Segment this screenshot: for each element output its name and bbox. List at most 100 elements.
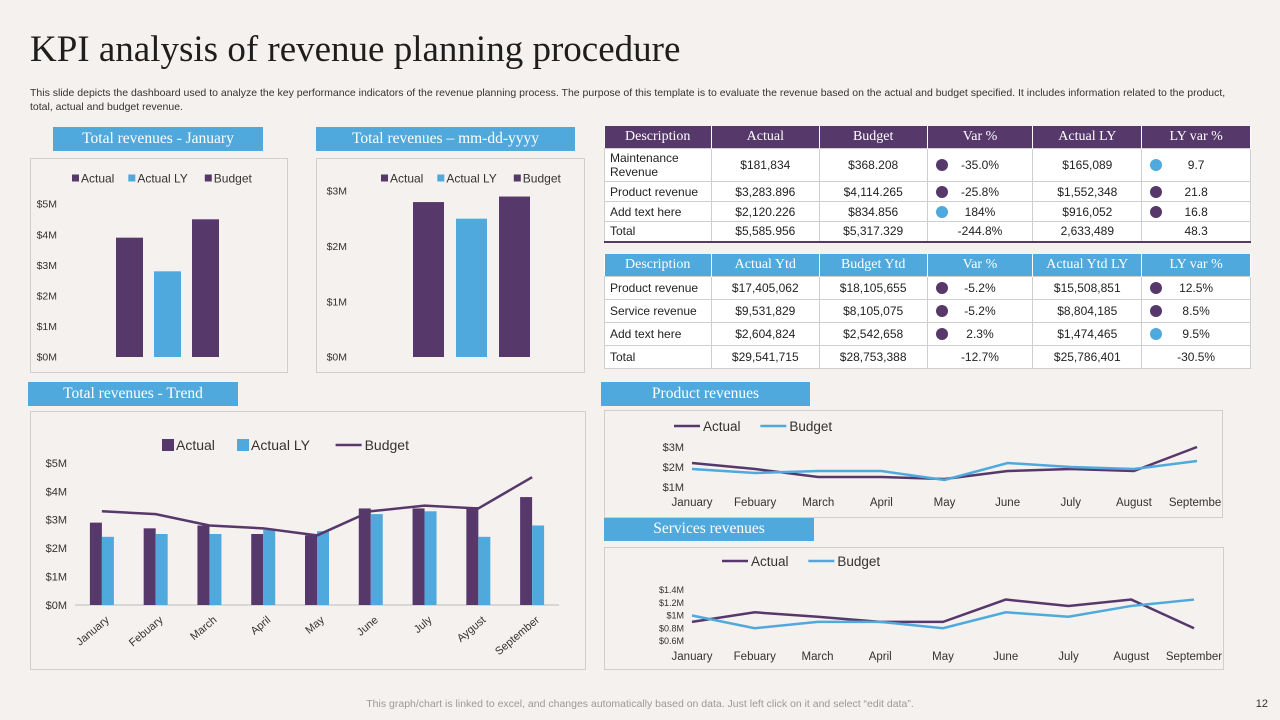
table-cell-budget: $28,753,388	[818, 345, 928, 369]
x-tick-label: May	[303, 614, 327, 637]
x-tick-label: April	[869, 651, 892, 663]
bar-actual-ly	[155, 534, 168, 605]
table-cell-actual-ly: $1,474,465	[1032, 322, 1143, 346]
legend-label: Budget	[214, 171, 253, 185]
cell-text: 9.5%	[1182, 327, 1210, 341]
y-tick-label: $3M	[46, 515, 67, 527]
status-dot-icon	[1150, 159, 1163, 171]
table-cell-actual-ly: $916,052	[1032, 201, 1143, 222]
table-header-cell: Budget	[819, 126, 928, 149]
y-tick-label: $1.2M	[659, 598, 684, 608]
x-tick-label: July	[412, 614, 435, 636]
bar-actual-ly	[424, 511, 437, 605]
x-tick-label: September	[1169, 497, 1222, 509]
table-cell-actual: $17,405,062	[710, 276, 820, 300]
table-header-cell: Var %	[927, 126, 1034, 149]
chart-panel-product: Actual Budget $1M $2M $3M January Febuary March…	[604, 410, 1226, 518]
cell-text: Add text here	[610, 327, 682, 341]
table-cell-var: -5.2%	[926, 299, 1034, 323]
table-header-cell: Actual Ytd	[711, 254, 820, 277]
status-dot-icon	[1150, 305, 1163, 317]
table-cell-desc: Add text here	[604, 322, 712, 346]
cell-text: $916,052	[1062, 204, 1113, 219]
table-cell-budget: $8,105,075	[818, 299, 928, 323]
x-tick-label: March	[802, 497, 834, 509]
page-number: 12	[1255, 698, 1268, 710]
table-cell-budget: $5,317.329	[818, 221, 928, 242]
x-tick-label: January	[672, 651, 713, 663]
bar-actual	[413, 202, 444, 357]
y-tick-label: $1M	[663, 482, 684, 494]
legend-label: Budget	[523, 171, 562, 185]
table-cell-var: -244.8%	[926, 221, 1034, 242]
x-tick-label: May	[934, 497, 956, 509]
bar-actual-ly	[456, 218, 487, 357]
bar-actual	[143, 528, 156, 605]
cell-text: 2.3%	[966, 327, 994, 341]
table-header-cell: LY var %	[1141, 126, 1251, 149]
line-budget	[691, 459, 1198, 482]
section-title-product: Product revenues	[601, 382, 810, 406]
bar-actual-ly	[154, 271, 181, 357]
bar-actual	[412, 508, 425, 605]
table-header-cell: Description	[604, 126, 712, 149]
legend-label: Actual LY	[251, 437, 311, 453]
legend-label: Budget	[789, 419, 832, 434]
legend-label: Budget	[365, 437, 409, 453]
cell-text: 12.5%	[1179, 281, 1214, 295]
table-row: Service revenue $9,531,829 $8,105,075 -5.2%…	[604, 299, 1251, 323]
table-row: Total $29,541,715 $28,753,388 -12.7% $25,786…	[604, 345, 1251, 369]
legend-swatch	[381, 174, 388, 182]
bar-actual-ly	[532, 525, 545, 605]
x-tick-label: Febuary	[734, 497, 776, 509]
x-tick-label: April	[249, 614, 274, 637]
table-cell-ly-var: -30.5%	[1141, 345, 1251, 369]
kpi-table-ytd: Description Actual Ytd Budget Ytd Var % …	[604, 254, 1251, 369]
x-tick-label: September	[1166, 651, 1222, 663]
legend-swatch	[204, 174, 212, 182]
cell-text: $1,552,348	[1057, 184, 1118, 199]
table-cell-desc: Maintenance Revenue	[604, 148, 712, 182]
cell-text: 48.3	[1184, 224, 1208, 239]
status-dot-icon	[1150, 185, 1163, 198]
cell-text: $28,753,388	[839, 350, 907, 364]
y-tick-label: $1M	[37, 321, 57, 333]
bar-actual	[305, 535, 317, 605]
table-cell-desc: Product revenue	[604, 276, 712, 300]
table-cell-desc: Total	[604, 221, 712, 242]
y-tick-label: $2M	[46, 543, 67, 555]
bar-actual-ly	[370, 514, 383, 605]
cell-text: $5,585.956	[735, 224, 796, 239]
table-cell-budget: $4,114.265	[818, 181, 928, 202]
cell-text: Product revenue	[610, 184, 699, 199]
legend-label: Actual	[390, 171, 423, 185]
cell-text: $165,089	[1062, 158, 1113, 172]
bar-actual-ly	[209, 534, 222, 605]
y-tick-label: $2M	[663, 462, 684, 474]
table-cell-ly-var: 21.8	[1141, 181, 1251, 202]
table-header-cell: Budget Ytd	[819, 254, 928, 277]
cell-text: -35.0%	[960, 158, 1000, 172]
cell-text: -5.2%	[964, 304, 996, 318]
table-cell-actual: $2,120.226	[710, 201, 820, 222]
y-tick-label: $0M	[46, 600, 67, 612]
legend-label: Budget	[837, 554, 880, 569]
cell-text: $5,317.329	[843, 224, 904, 239]
bar-budget	[499, 196, 530, 357]
status-dot-icon	[1150, 205, 1163, 218]
cell-text: -30.5%	[1177, 350, 1216, 364]
y-tick-label: $5M	[46, 458, 67, 470]
y-tick-label: $2M	[327, 241, 347, 253]
status-dot-icon	[935, 305, 948, 317]
x-tick-label: July	[1061, 497, 1082, 509]
table-cell-budget: $368.208	[818, 148, 928, 182]
x-tick-label: June	[355, 614, 381, 639]
bar-actual	[89, 522, 102, 605]
cell-text: $18,105,655	[839, 281, 907, 295]
chart-product: Actual Budget $1M $2M $3M January Febuary March…	[663, 419, 1226, 509]
status-dot-icon	[935, 159, 948, 171]
table-cell-actual-ly: $25,786,401	[1032, 345, 1143, 369]
bar-actual	[466, 507, 479, 605]
table-cell-actual-ly: $15,508,851	[1032, 276, 1143, 300]
cell-text: $2,120.226	[735, 204, 796, 219]
